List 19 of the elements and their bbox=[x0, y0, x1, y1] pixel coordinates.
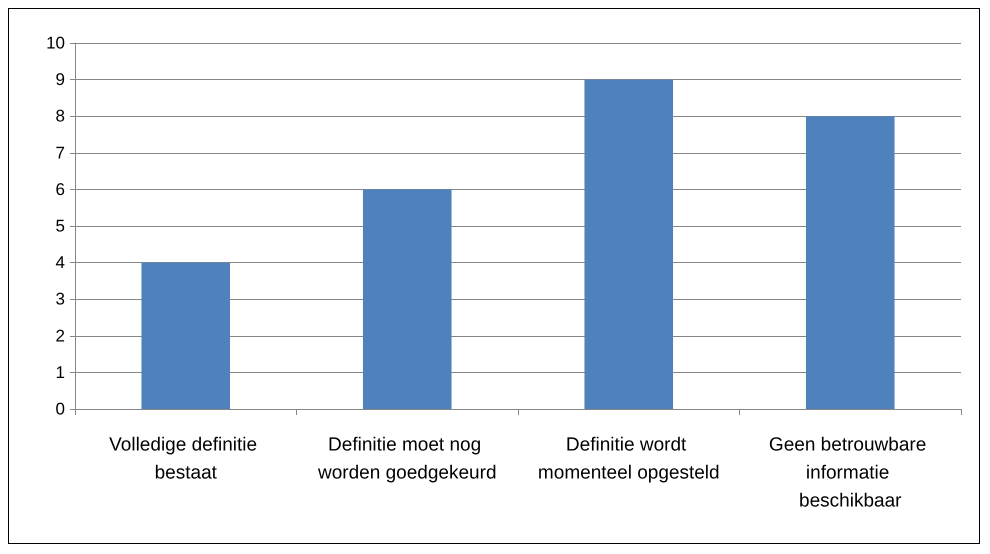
y-tick-label: 6 bbox=[56, 180, 65, 199]
y-tick-label: 8 bbox=[56, 106, 65, 126]
y-tick-label: 0 bbox=[56, 400, 65, 418]
y-tick-label: 2 bbox=[56, 326, 65, 346]
bar bbox=[362, 189, 452, 409]
x-tick-label: Geen betrouwbare informatie beschikbaar bbox=[768, 434, 932, 512]
x-tick-label: Volledige definitie bestaat bbox=[109, 434, 262, 484]
y-tick-label: 10 bbox=[46, 34, 65, 52]
y-tick-label: 9 bbox=[56, 70, 65, 90]
y-tick-label: 5 bbox=[56, 216, 65, 236]
x-tick-label: Definitie moet nog worden goedgekeurd bbox=[316, 434, 497, 484]
y-tick-label: 3 bbox=[56, 290, 65, 309]
bar bbox=[584, 80, 674, 409]
y-tick-label: 4 bbox=[56, 253, 65, 272]
y-tick-label: 1 bbox=[56, 362, 65, 382]
x-tick-label: Definitie wordt momenteel opgesteld bbox=[538, 434, 720, 484]
bar bbox=[806, 116, 895, 409]
y-tick-label: 7 bbox=[56, 143, 65, 162]
bar bbox=[141, 262, 230, 409]
